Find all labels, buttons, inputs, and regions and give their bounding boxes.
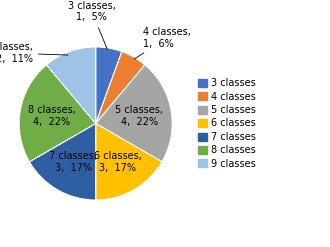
Wedge shape — [96, 65, 172, 162]
Wedge shape — [47, 47, 96, 124]
Wedge shape — [29, 124, 96, 200]
Wedge shape — [96, 52, 145, 124]
Text: 6 classes,
3,  17%: 6 classes, 3, 17% — [94, 151, 142, 173]
Text: 3 classes,
1,  5%: 3 classes, 1, 5% — [68, 1, 116, 49]
Wedge shape — [96, 124, 162, 200]
Wedge shape — [19, 65, 96, 162]
Text: 9 classes,
2,  11%: 9 classes, 2, 11% — [0, 42, 68, 64]
Text: 4 classes,
1,  6%: 4 classes, 1, 6% — [134, 27, 191, 59]
Wedge shape — [96, 47, 122, 124]
Text: 8 classes,
4,  22%: 8 classes, 4, 22% — [28, 105, 76, 127]
Text: 5 classes,
4,  22%: 5 classes, 4, 22% — [115, 105, 163, 127]
Legend: 3 classes, 4 classes, 5 classes, 6 classes, 7 classes, 8 classes, 9 classes: 3 classes, 4 classes, 5 classes, 6 class… — [196, 76, 258, 171]
Text: 7 classes,
3,  17%: 7 classes, 3, 17% — [50, 151, 97, 173]
